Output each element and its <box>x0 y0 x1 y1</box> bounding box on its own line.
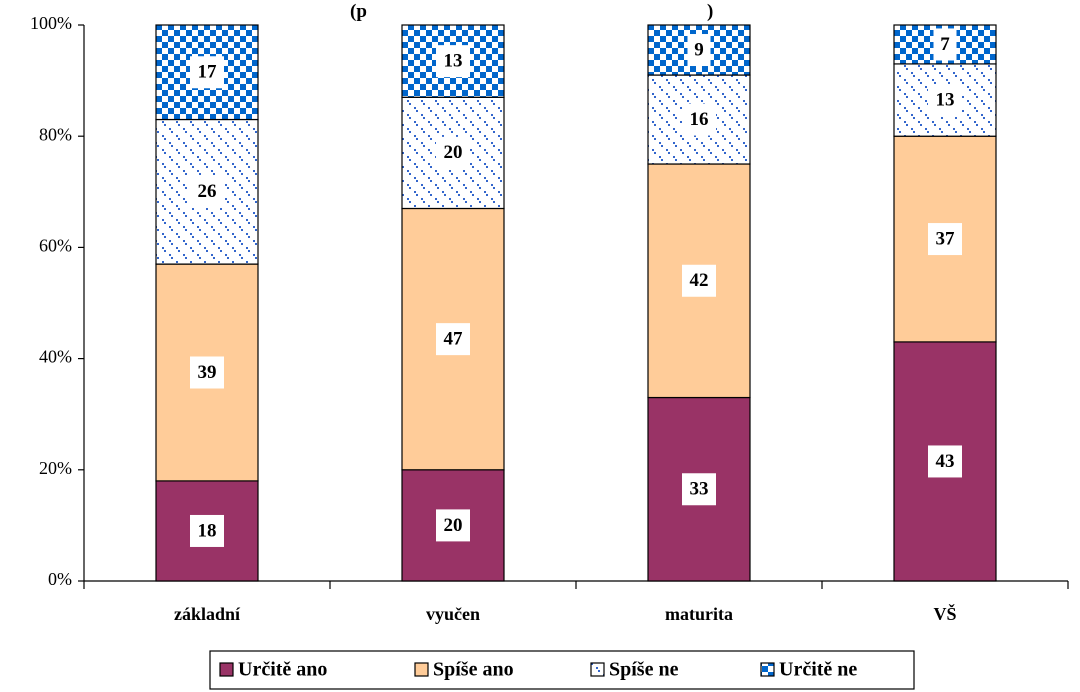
chart-title-suffix: ) <box>707 1 713 22</box>
data-label-bg <box>682 103 716 136</box>
category-label: vyučen <box>426 604 480 624</box>
legend-label: Spíše ano <box>433 659 514 681</box>
y-tick-label: 0% <box>48 569 72 589</box>
y-ticks-group: 0% 20% 40% 60% 80% 100% <box>30 13 84 589</box>
data-label-bg <box>933 28 957 61</box>
data-label-bg <box>190 356 224 389</box>
y-tick-label: 20% <box>39 458 72 478</box>
y-tick-label: 80% <box>39 124 72 144</box>
data-label-bg <box>190 514 224 547</box>
data-label: 13 <box>444 50 463 71</box>
bars-group: 18 39 26 17 20 47 20 13 33 42 16 9 43 37 13 7 <box>155 24 997 582</box>
y-tick-label: 40% <box>39 347 72 367</box>
y-tick-label: 100% <box>30 13 72 33</box>
data-label-bg <box>436 45 470 78</box>
data-label: 17 <box>198 62 218 83</box>
data-label-bg <box>682 264 716 297</box>
data-label: 37 <box>936 228 956 249</box>
legend-box <box>209 650 915 690</box>
data-label: 47 <box>444 328 464 349</box>
data-label-bg <box>682 473 716 506</box>
data-label: 13 <box>936 89 955 110</box>
category-label: základní <box>174 604 241 624</box>
data-label-bg <box>928 445 962 478</box>
legend-label: Určitě ne <box>779 659 857 681</box>
legend-label: Spíše ne <box>609 659 679 681</box>
legend: Určitě ano Spíše ano Spíše ne Určitě ne <box>209 650 915 690</box>
data-label-bg <box>436 509 470 542</box>
data-label-bg <box>190 56 224 89</box>
data-label: 16 <box>690 109 709 130</box>
data-label-bg <box>190 175 224 208</box>
data-label-bg <box>687 34 711 67</box>
legend-swatch <box>760 662 775 677</box>
data-label: 20 <box>444 142 463 163</box>
data-label: 18 <box>198 520 217 541</box>
data-label: 42 <box>690 270 709 291</box>
data-label-bg <box>436 136 470 169</box>
chart-title: (p <box>350 1 367 22</box>
data-label-bg <box>928 84 962 117</box>
data-label: 43 <box>936 451 955 472</box>
data-label-bg <box>436 323 470 356</box>
data-label: 39 <box>198 362 217 383</box>
category-label: VŠ <box>933 603 956 624</box>
data-label: 7 <box>940 34 950 55</box>
legend-swatch <box>414 662 429 677</box>
category-label: maturita <box>665 604 733 624</box>
legend-swatch <box>219 662 234 677</box>
data-label: 20 <box>444 515 463 536</box>
data-label: 9 <box>694 39 704 60</box>
y-tick-label: 60% <box>39 236 72 256</box>
data-label: 33 <box>690 479 709 500</box>
data-label: 26 <box>198 181 217 202</box>
data-label-bg <box>928 223 962 256</box>
legend-label: Určitě ano <box>238 659 327 681</box>
category-labels-group: základní vyučen maturita VŠ <box>83 581 1069 624</box>
legend-swatch <box>590 662 605 677</box>
